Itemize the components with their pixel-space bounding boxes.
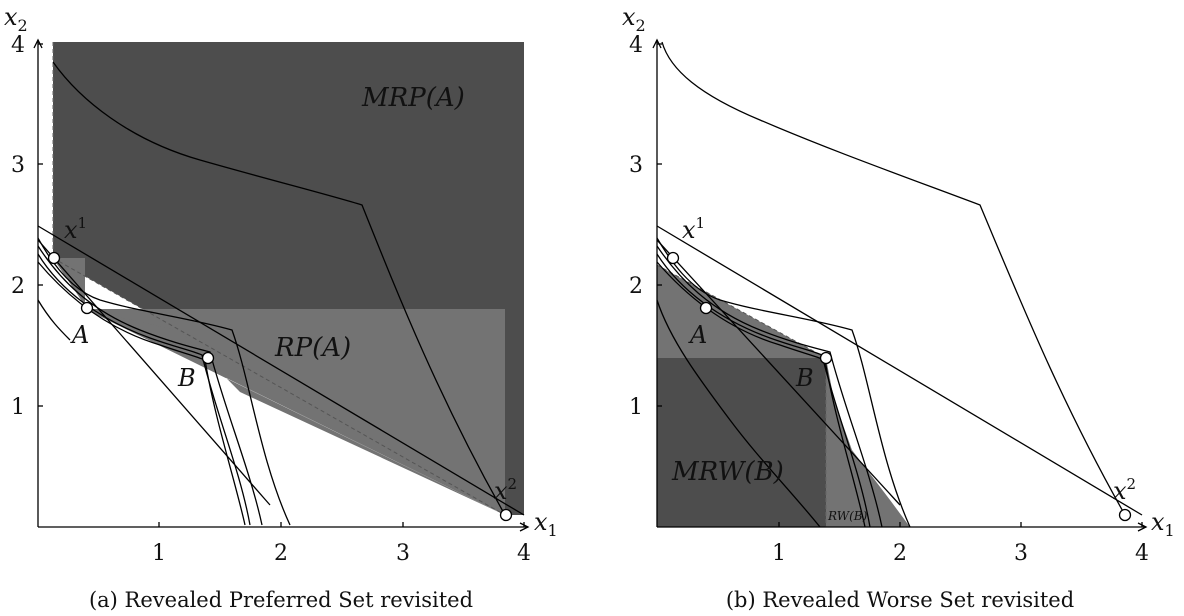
x-axis-label-a: x1 — [534, 508, 558, 540]
point-B-b — [819, 351, 833, 365]
label-B-a: B — [177, 364, 196, 392]
x-tick-label-2-b: 2 — [893, 541, 907, 566]
label-B-b: B — [795, 364, 814, 392]
point-A-b — [699, 301, 713, 315]
y-tick-label-2-b: 2 — [629, 274, 643, 299]
axes-b — [652, 38, 1148, 532]
axes-a — [33, 38, 530, 532]
y-tick-label-3-b: 3 — [629, 153, 643, 178]
indifference-curve-top-b — [661, 41, 1126, 516]
mrw-label: MRW(B) — [671, 457, 784, 487]
y-tick-label-1-b: 1 — [629, 395, 643, 420]
y-axis-arrow-a — [33, 38, 43, 49]
y-tick-label-3-a: 3 — [11, 153, 25, 178]
panel-a: 1 2 3 4 1 2 3 4 x2 x1 MRP(A) RP(A) x1 A … — [4, 3, 558, 612]
y-axis-arrow-b — [652, 38, 662, 49]
budget-line-1 — [37, 225, 525, 516]
curves-b — [656, 41, 1143, 528]
caption-b: (b) Revealed Worse Set revisited — [726, 588, 1074, 612]
y-tick-label-2-a: 2 — [11, 274, 25, 299]
y-tick-label-1-a: 1 — [11, 395, 25, 420]
point-B-a — [201, 351, 215, 365]
indifference-curve-3 — [37, 253, 251, 526]
label-x1-b: x1 — [682, 214, 705, 244]
label-A-a: A — [70, 321, 89, 349]
panel-b: 1 2 3 4 1 2 3 4 x2 x1 MRW(B) RW(B) x1 A … — [622, 3, 1175, 612]
y-axis-label-a: x2 — [4, 3, 28, 35]
point-x2-b — [1118, 508, 1132, 522]
rp-label: RP(A) — [274, 333, 351, 363]
caption-a: (a) Revealed Preferred Set revisited — [89, 588, 473, 612]
mrp-label: MRP(A) — [361, 83, 465, 113]
indifference-curve-1 — [37, 237, 291, 526]
x-tick-label-4-a: 4 — [517, 541, 531, 566]
x-tick-label-3-b: 3 — [1014, 541, 1028, 566]
point-x2-a — [499, 508, 513, 522]
label-x2-b: x2 — [1113, 475, 1136, 505]
budget-line-2-b — [656, 239, 901, 506]
x-tick-label-1-a: 1 — [152, 541, 166, 566]
point-x1-b — [666, 251, 680, 265]
y-axis-label-b: x2 — [622, 3, 646, 35]
x-axis-arrow-a — [519, 522, 530, 532]
indifference-curve-2-b — [656, 245, 883, 528]
x-tick-label-2-a: 2 — [274, 541, 288, 566]
steep-curve-b — [656, 299, 821, 528]
dashed-boundary — [52, 257, 506, 516]
indifference-curve-1-b — [656, 237, 911, 528]
indifference-curve-3-b — [656, 253, 871, 528]
point-A-a — [80, 301, 94, 315]
y-tick-label-4-b: 4 — [629, 33, 643, 58]
steep-curve — [37, 299, 71, 341]
x-tick-label-1-b: 1 — [772, 541, 786, 566]
indifference-curve-2 — [37, 245, 263, 526]
label-x1-a: x1 — [64, 214, 87, 244]
budget-line-1-b — [656, 225, 1143, 516]
label-x2-a: x2 — [494, 475, 517, 505]
label-A-b: A — [688, 321, 707, 349]
x-tick-label-3-a: 3 — [396, 541, 410, 566]
x-axis-arrow-b — [1137, 522, 1148, 532]
budget-line-2 — [37, 239, 271, 506]
x-axis-label-b: x1 — [1151, 508, 1175, 540]
y-tick-label-4-a: 4 — [11, 33, 25, 58]
rw-label: RW(B) — [827, 509, 868, 523]
x-tick-label-4-b: 4 — [1135, 541, 1149, 566]
point-x1-a — [47, 251, 61, 265]
indifference-curve-top — [52, 61, 506, 516]
